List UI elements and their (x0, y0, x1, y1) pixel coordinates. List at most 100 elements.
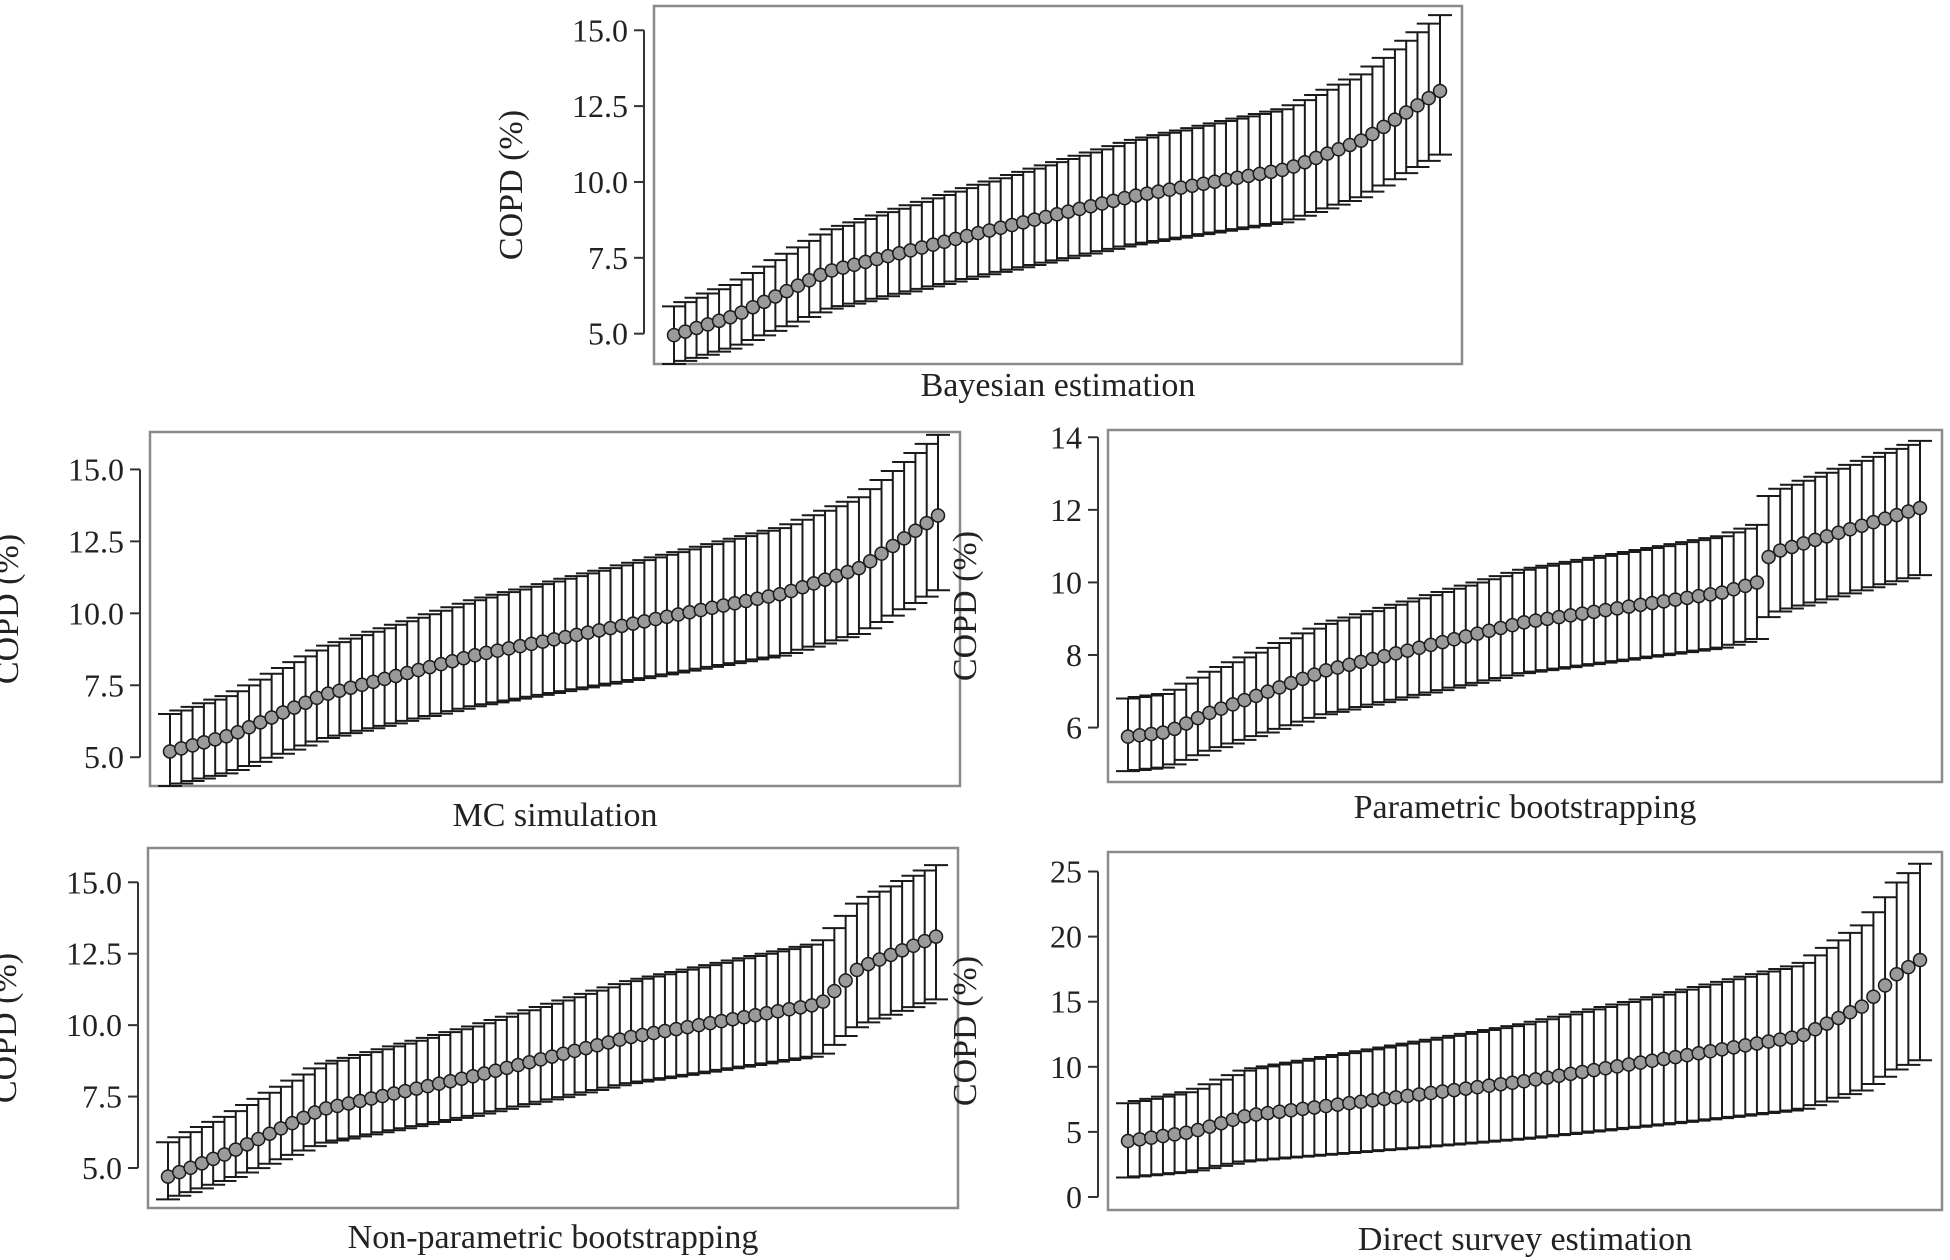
estimate-point (1854, 999, 1870, 1014)
error-bar (943, 190, 968, 283)
error-bar (846, 496, 871, 635)
error-bar (508, 588, 533, 700)
error-bar (1244, 651, 1269, 738)
error-bar (472, 1022, 497, 1115)
estimate-point (1901, 959, 1916, 975)
estimate-point (862, 554, 878, 569)
error-bar (977, 180, 1002, 276)
error-bar (1220, 661, 1245, 745)
error-bar (235, 1104, 260, 1174)
error-bar (1500, 571, 1525, 677)
error-bar (654, 553, 679, 676)
estimate-point (1633, 1055, 1648, 1070)
estimate-point (1749, 575, 1765, 590)
error-bar (575, 572, 600, 689)
error-bar (1011, 170, 1036, 269)
estimate-point (1411, 640, 1427, 655)
error-bar (1430, 590, 1455, 692)
estimate-point (1726, 1040, 1741, 1055)
error-bar (1570, 558, 1595, 667)
error-bar (1123, 138, 1148, 246)
error-bar (914, 442, 939, 598)
y-tick-label: 5.0 (84, 739, 124, 775)
error-bar (1314, 622, 1338, 716)
estimate-point (1761, 1034, 1776, 1049)
error-bar (1791, 479, 1816, 607)
error-bar (876, 211, 901, 298)
estimate-point (1470, 626, 1485, 641)
error-bar (853, 217, 878, 303)
error-bar (732, 957, 756, 1068)
estimate-point (1365, 126, 1380, 142)
error-bar (1488, 575, 1513, 679)
error-bar (1371, 56, 1396, 187)
error-bar (1686, 539, 1711, 652)
error-bar (1112, 141, 1137, 248)
error-bar (813, 509, 838, 645)
error-bar (359, 1051, 384, 1136)
error-bar (1896, 872, 1921, 1066)
error-bar (1326, 83, 1351, 206)
error-bar (237, 684, 262, 767)
error-bar (824, 505, 849, 642)
estimate-point (1458, 629, 1474, 644)
estimate-point (1516, 1074, 1532, 1089)
error-bar (788, 945, 813, 1060)
error-bar (892, 460, 917, 611)
error-bar (844, 902, 869, 1029)
y-axis-label: COPD (%) (0, 953, 24, 1103)
error-bar (1209, 1078, 1234, 1167)
error-bar (1236, 115, 1261, 229)
error-bar (1546, 562, 1571, 670)
error-bar (336, 1056, 361, 1140)
error-bar (1558, 560, 1583, 669)
error-bar (304, 649, 329, 743)
error-bar (1768, 967, 1793, 1113)
error-bar (438, 1031, 463, 1121)
estimate-point (1528, 613, 1543, 628)
error-bar (1698, 537, 1723, 651)
y-tick-label: 12 (1050, 492, 1082, 528)
estimate-point (1586, 604, 1602, 620)
estimate-point (908, 523, 923, 538)
error-bar (835, 500, 860, 639)
error-bar (1157, 131, 1182, 241)
error-bar (1884, 881, 1909, 1071)
error-bar (1640, 547, 1665, 658)
error-bar (370, 1048, 395, 1134)
panel-title: Bayesian estimation (921, 367, 1196, 404)
estimate-point (1144, 1130, 1159, 1145)
error-bar (1213, 120, 1238, 232)
error-bar (257, 1091, 282, 1165)
error-bar (1744, 523, 1769, 641)
error-bar (562, 996, 587, 1096)
panel-0: 5.0 7.5 10.0 12.5 15.0 COPD (%) Bayesian estim… (493, 4, 1464, 404)
estimate-point (1376, 648, 1392, 664)
error-bar (440, 606, 465, 713)
estimate-point (885, 538, 901, 554)
error-bar (926, 433, 950, 592)
error-bar (427, 1034, 452, 1124)
error-bar (1558, 1013, 1583, 1135)
y-axis-label: COPD (%) (0, 534, 26, 684)
error-bar (1849, 924, 1874, 1092)
error-bar (864, 214, 889, 300)
estimate-point (1586, 1062, 1602, 1078)
error-bar (1197, 1083, 1222, 1170)
error-bar (383, 623, 408, 725)
error-bar (1896, 443, 1921, 580)
y-tick-label: 15.0 (572, 12, 628, 48)
error-bar (393, 1042, 418, 1130)
y-tick-label: 7.5 (82, 1079, 122, 1115)
error-bar (350, 634, 374, 732)
error-bar (1225, 117, 1250, 231)
panel-1: 5.0 7.5 10.0 12.5 15.0 COPD (%) MC simulation (0, 430, 962, 834)
error-bar (1849, 459, 1874, 592)
error-bar (1570, 1010, 1595, 1134)
error-bar (1908, 439, 1932, 577)
error-bar (1220, 1074, 1245, 1165)
error-bar (1861, 911, 1886, 1086)
error-bar (596, 986, 621, 1089)
error-bar (325, 1059, 350, 1142)
